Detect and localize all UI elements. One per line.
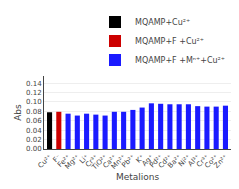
svg-text:F⁻: F⁻	[52, 153, 63, 164]
svg-text:Metalions: Metalions	[116, 172, 160, 182]
svg-text:0.12: 0.12	[26, 89, 42, 97]
svg-text:0.02: 0.02	[26, 136, 42, 144]
svg-text:Al³⁺: Al³⁺	[187, 153, 202, 168]
svg-text:Cr³⁺: Cr³⁺	[84, 153, 100, 169]
svg-text:Zn²⁺: Zn²⁺	[213, 153, 230, 170]
svg-text:Li⁺: Li⁺	[78, 153, 91, 166]
svg-text:Cu²⁺: Cu²⁺	[37, 153, 54, 170]
svg-text:Ca²⁺: Ca²⁺	[101, 153, 118, 170]
svg-text:Fe²⁺: Fe²⁺	[56, 153, 72, 169]
svg-text:Cd²⁺: Cd²⁺	[157, 153, 174, 170]
svg-text:0.10: 0.10	[26, 98, 42, 106]
svg-text:Pd²⁺: Pd²⁺	[148, 153, 165, 170]
svg-text:Pb²⁺: Pb²⁺	[120, 153, 137, 170]
svg-text:Ba²⁺: Ba²⁺	[166, 153, 183, 170]
svg-text:Ni²⁺: Ni²⁺	[177, 153, 193, 169]
svg-text:Co²⁺: Co²⁺	[203, 153, 220, 170]
svg-text:0.00: 0.00	[26, 145, 42, 153]
svg-text:MQAMP+Cu²⁺: MQAMP+Cu²⁺	[135, 18, 190, 27]
svg-text:0.08: 0.08	[26, 108, 42, 116]
svg-text:Ag⁺: Ag⁺	[140, 153, 155, 168]
svg-text:Mn²⁺: Mn²⁺	[110, 153, 128, 171]
svg-text:MQAMP+F +Mⁿ⁺+Cu²⁺: MQAMP+F +Mⁿ⁺+Cu²⁺	[135, 56, 225, 65]
svg-text:0.06: 0.06	[26, 117, 42, 125]
svg-text:K⁺: K⁺	[134, 153, 146, 165]
svg-text:Abs: Abs	[13, 104, 23, 121]
svg-text:Mg²⁺: Mg²⁺	[64, 153, 82, 171]
svg-text:0.04: 0.04	[26, 127, 42, 135]
svg-text:MQAMP+F +Cu²⁺: MQAMP+F +Cu²⁺	[135, 37, 204, 46]
svg-text:TiO²⁺: TiO²⁺	[90, 153, 109, 172]
svg-text:Cr³⁺: Cr³⁺	[195, 153, 211, 169]
svg-text:0.14: 0.14	[26, 80, 42, 88]
